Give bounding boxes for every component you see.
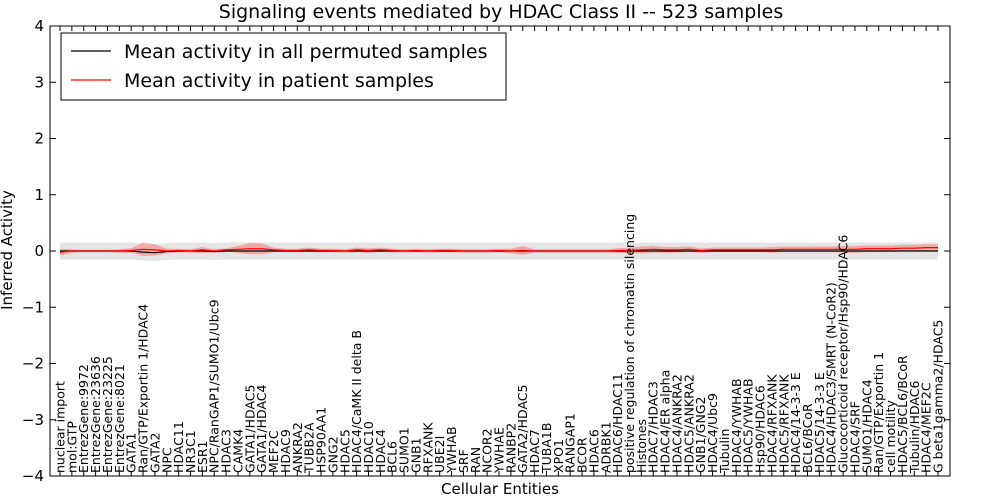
x-tick-label: ESR1 bbox=[195, 441, 210, 473]
x-tick-label: CAMK4 bbox=[230, 429, 245, 473]
y-tick-label: −3 bbox=[22, 411, 44, 429]
x-tick-label: HDAC4/14-3-3 E bbox=[788, 372, 803, 473]
x-tick-label: TUBB2A bbox=[302, 422, 317, 474]
x-tick-label: HDAC4/ANKRA2 bbox=[669, 374, 684, 473]
x-tick-label: HDAC4 bbox=[373, 429, 388, 473]
x-tick-label: GNG2 bbox=[325, 436, 340, 473]
x-tick-label: HDAC5/RFXANK bbox=[776, 374, 791, 473]
x-tick-label: Ran/GTP/Exportin 1/HDAC4 bbox=[136, 304, 151, 473]
x-tick-label: GNB1 bbox=[408, 437, 423, 473]
x-tick-label: GATA1/HDAC5 bbox=[242, 385, 257, 473]
x-tick-label: BCL6 bbox=[385, 441, 400, 473]
x-tick-label: RFXANK bbox=[420, 422, 435, 473]
x-tick-label: SRF bbox=[456, 449, 471, 473]
x-tick-label: EntrezGene:9972 bbox=[76, 364, 91, 473]
x-tick-label: HDAC4/ER alpha bbox=[658, 370, 673, 473]
x-tick-label: HDAC11 bbox=[171, 421, 186, 473]
x-tick-label: Tubulin bbox=[717, 429, 732, 474]
x-tick-label: HDAC4/YWHAB bbox=[729, 378, 744, 473]
x-tick-label: EntrezGene:23225 bbox=[100, 356, 115, 473]
x-tick-label: HDAC4/Ubc9 bbox=[705, 393, 720, 473]
x-tick-label: GATA1/HDAC4 bbox=[254, 384, 269, 473]
x-tick-label: cell motility bbox=[883, 399, 898, 473]
x-tick-label: Histones bbox=[634, 419, 649, 473]
x-tick-label: EntrezGene:23636 bbox=[88, 356, 103, 473]
y-tick-label: −4 bbox=[22, 467, 44, 485]
x-tick-label: NPC/RanGAP1/SUMO1/Ubc9 bbox=[207, 299, 222, 473]
x-tick-label: MEF2C bbox=[266, 430, 281, 473]
x-tick-label: Hsp90/HDAC6 bbox=[753, 385, 768, 473]
legend-label-0: Mean activity in all permuted samples bbox=[124, 41, 487, 63]
x-tick-label: nuclear import bbox=[53, 381, 68, 473]
x-tick-label: HDAC10 bbox=[361, 421, 376, 473]
x-tick-label: SUMO1/HDAC4 bbox=[859, 379, 874, 473]
x-tick-label: YWHAB bbox=[444, 426, 459, 474]
y-tick-label: 2 bbox=[34, 130, 44, 148]
x-tick-label: HDAC6 bbox=[586, 429, 601, 473]
x-tick-label: HDAC4/RFXANK bbox=[764, 374, 779, 473]
x-tick-label: TUBA1B bbox=[539, 423, 554, 474]
series-band-1 bbox=[60, 242, 938, 257]
series-line-1 bbox=[59, 247, 938, 253]
x-tick-label: SUMO1 bbox=[397, 427, 412, 473]
x-tick-label: NR3C1 bbox=[183, 430, 198, 473]
x-tick-label: NCOR2 bbox=[480, 428, 495, 473]
x-tick-label: RANGAP1 bbox=[563, 413, 578, 473]
x-tick-label: HDAC5 bbox=[337, 429, 352, 473]
x-tick-label: ANKRA2 bbox=[290, 422, 305, 473]
x-tick-label: HDAC5/ANKRA2 bbox=[681, 374, 696, 473]
y-tick-label: −1 bbox=[22, 298, 44, 316]
x-tick-label: G beta1gamma2/HDAC5 bbox=[931, 320, 946, 473]
x-tick-label: BCL6/BCoR bbox=[800, 403, 815, 473]
x-tick-label: HSP90AA1 bbox=[314, 407, 329, 473]
x-tick-label: HDAC4/CaMK II delta B bbox=[349, 330, 364, 473]
x-tick-label: GATA2/HDAC5 bbox=[515, 385, 530, 473]
x-tick-label: RANBP2 bbox=[503, 423, 518, 473]
series-band-0 bbox=[60, 242, 938, 262]
y-axis-label: Inferred Activity bbox=[0, 190, 16, 310]
legend-label-1: Mean activity in patient samples bbox=[124, 70, 434, 92]
x-tick-label: XPO1 bbox=[551, 439, 566, 473]
x-tick-label: HDAC5/14-3-3 E bbox=[812, 372, 827, 473]
y-tick-label: 1 bbox=[34, 186, 44, 204]
legend: Mean activity in all permuted samples Mea… bbox=[60, 32, 507, 101]
x-tick-label: RAN bbox=[468, 447, 483, 473]
x-tick-label: HDAC3 bbox=[219, 429, 234, 473]
chart-title: Signaling events mediated by HDAC Class … bbox=[219, 1, 783, 23]
x-tick-label: Tubulin/HDAC6 bbox=[907, 381, 922, 474]
x-tick-label: HDAC6/HDAC11 bbox=[610, 373, 625, 473]
x-tick-label: HDAC7 bbox=[527, 429, 542, 473]
x-tick-label: GATA2 bbox=[147, 433, 162, 473]
x-tick-label: Glucocorticoid receptor/Hsp90/HDAC6 bbox=[836, 235, 851, 473]
y-tick-label: 3 bbox=[34, 73, 44, 91]
x-tick-label: mol:GTP bbox=[64, 421, 79, 473]
x-axis-label: Cellular Entities bbox=[441, 480, 559, 498]
x-tick-label: positive regulation of chromatin silenci… bbox=[622, 214, 637, 473]
y-tick-label: 0 bbox=[34, 242, 44, 260]
x-tick-label: ADRBK1 bbox=[598, 421, 613, 473]
x-tick-label: BCOR bbox=[575, 437, 590, 473]
x-tick-label: HDAC9 bbox=[278, 429, 293, 473]
y-tick-label: −2 bbox=[22, 355, 44, 373]
x-tick-label: HDAC7/HDAC3 bbox=[646, 381, 661, 473]
x-tick-label: HDAC5/BCL6/BCoR bbox=[895, 355, 910, 473]
x-tick-label: GNB1/GNG2 bbox=[693, 397, 708, 473]
x-tick-label: YWHAE bbox=[492, 427, 507, 474]
x-tick-label: GATA1 bbox=[124, 433, 139, 473]
x-tick-label: HDAC4/HDAC3/SMRT (N-CoR2) bbox=[824, 282, 839, 473]
y-tick-label: 4 bbox=[34, 17, 44, 35]
x-tick-label: NPC bbox=[159, 447, 174, 473]
x-tick-label: HDAC4/SRF bbox=[847, 401, 862, 473]
x-tick-label: Ran/GTP/Exportin 1 bbox=[871, 352, 886, 473]
x-tick-label: EntrezGene:8021 bbox=[112, 364, 127, 473]
x-tick-label: UBE2I bbox=[432, 436, 447, 473]
x-tick-label: HDAC5/YWHAB bbox=[741, 378, 756, 473]
x-tick-label: HDAC4/MEF2C bbox=[919, 382, 934, 473]
legend-box bbox=[60, 32, 507, 101]
